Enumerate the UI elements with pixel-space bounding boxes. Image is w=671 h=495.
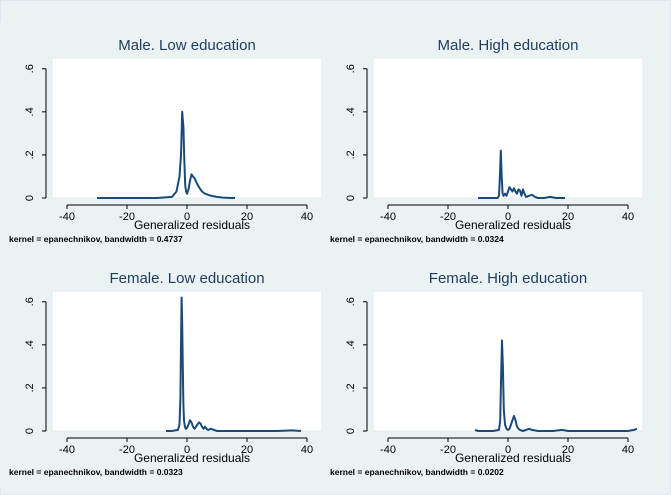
plot-area <box>51 57 323 199</box>
x-axis-title: Generalized residuals <box>134 218 250 232</box>
plot-area <box>372 57 644 199</box>
y-tick-label: 0 <box>345 195 357 201</box>
x-tick-label: -20 <box>119 211 135 223</box>
plot-area <box>372 290 644 432</box>
kernel-note: kernel = epanechnikov, bandwidth = 0.032… <box>9 467 183 477</box>
x-tick-label: 0 <box>505 444 511 456</box>
y-tick-label: .6 <box>345 64 357 73</box>
chart-panel: Male. Low education -40 -20 0 20 40 0 .2 .4 .6 Gen… <box>0 22 323 254</box>
y-tick-label: .4 <box>24 107 36 116</box>
y-tick-label: .2 <box>24 383 36 392</box>
x-tick-label: 0 <box>184 444 190 456</box>
x-tick-label: -40 <box>380 211 396 223</box>
y-tick-label: .2 <box>24 150 36 159</box>
x-tick-label: -40 <box>380 444 396 456</box>
kernel-note: kernel = epanechnikov, bandwidth = 0.020… <box>330 467 504 477</box>
x-tick-label: -40 <box>59 211 75 223</box>
y-tick-label: .6 <box>24 64 36 73</box>
density-line <box>478 149 565 199</box>
y-tick-label: .2 <box>345 383 357 392</box>
density-line <box>474 339 638 432</box>
chart-title: Male. Low education <box>118 37 256 54</box>
chart-title: Male. High education <box>438 37 579 54</box>
kernel-note: kernel = epanechnikov, bandwidth = 0.473… <box>9 234 183 244</box>
y-tick-label: .6 <box>345 297 357 306</box>
x-tick-label: -20 <box>440 444 456 456</box>
y-tick-label: 0 <box>24 195 36 201</box>
y-tick-label: .2 <box>345 150 357 159</box>
x-tick-label: 40 <box>622 444 634 456</box>
density-line <box>166 296 302 432</box>
x-tick-label: 40 <box>301 444 313 456</box>
x-tick-label: -20 <box>440 211 456 223</box>
y-tick-label: .4 <box>24 340 36 349</box>
y-tick-label: .4 <box>345 107 357 116</box>
x-tick-label: 0 <box>505 211 511 223</box>
x-tick-label: 0 <box>184 211 190 223</box>
chart-panel: Female. Low education -40 -20 0 20 40 0 .2 .4 .6 G… <box>0 255 323 487</box>
chart-panel: Male. High education -40 -20 0 20 40 0 .2 .4 .6 Ge… <box>321 22 644 254</box>
x-tick-label: -40 <box>59 444 75 456</box>
x-axis-title: Generalized residuals <box>455 451 571 465</box>
x-tick-label: 40 <box>622 211 634 223</box>
x-axis-title: Generalized residuals <box>455 218 571 232</box>
x-tick-label: 20 <box>562 444 574 456</box>
y-tick-label: 0 <box>24 428 36 434</box>
x-tick-label: 40 <box>301 211 313 223</box>
x-tick-label: 20 <box>562 211 574 223</box>
chart-panel: Female. High education -40 -20 0 20 40 0 .2 .4 .6… <box>321 255 644 487</box>
y-tick-label: 0 <box>345 428 357 434</box>
kernel-note: kernel = epanechnikov, bandwidth = 0.032… <box>330 234 504 244</box>
chart-title: Female. High education <box>429 270 587 287</box>
density-line <box>97 110 235 199</box>
plot-area <box>51 290 323 432</box>
x-tick-label: -20 <box>119 444 135 456</box>
x-axis-title: Generalized residuals <box>134 451 250 465</box>
chart-title: Female. Low education <box>109 270 264 287</box>
y-tick-label: .4 <box>345 340 357 349</box>
x-tick-label: 20 <box>241 444 253 456</box>
y-tick-label: .6 <box>24 297 36 306</box>
x-tick-label: 20 <box>241 211 253 223</box>
